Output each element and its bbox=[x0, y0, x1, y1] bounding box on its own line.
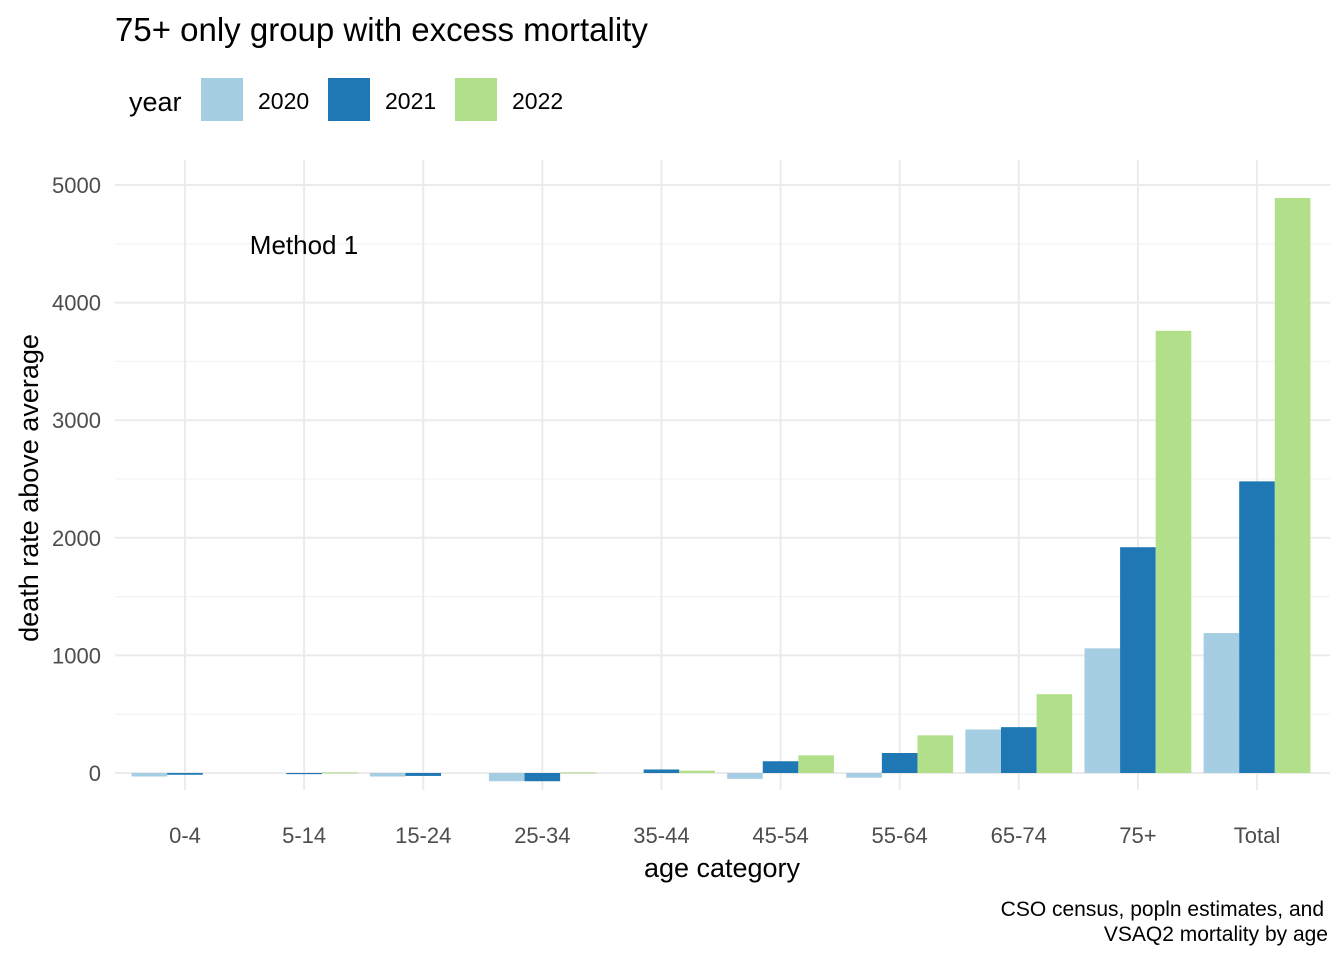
legend-label-2021: 2021 bbox=[385, 88, 436, 114]
bar-2020-15-24 bbox=[369, 773, 406, 777]
x-tick-label: 45-54 bbox=[752, 823, 808, 848]
legend-label-2022: 2022 bbox=[512, 88, 563, 114]
legend-key-2021 bbox=[328, 78, 370, 121]
bars bbox=[131, 197, 1311, 782]
x-tick-label: 75+ bbox=[1119, 823, 1156, 848]
x-tick-label: 35-44 bbox=[633, 823, 689, 848]
bar-2022-25-34 bbox=[560, 772, 596, 774]
bar-2020-25-34 bbox=[488, 773, 525, 782]
bar-2022-65-74 bbox=[1036, 694, 1073, 773]
caption-line-1: CSO census, popln estimates, and bbox=[1001, 898, 1324, 921]
bar-2020-45-54 bbox=[727, 773, 763, 779]
bar-2022-75+ bbox=[1155, 330, 1192, 773]
x-axis-ticks: 0-4 5-14 15-24 25-34 35-44 45-54 55-64 65-74 75+… bbox=[169, 823, 1280, 848]
y-tick-label: 1000 bbox=[52, 643, 101, 668]
bar-2022-Total bbox=[1274, 197, 1311, 773]
y-tick-label: 4000 bbox=[52, 291, 101, 316]
bar-2020-Total bbox=[1203, 633, 1240, 773]
x-tick-label: 65-74 bbox=[991, 823, 1047, 848]
bar-2021-55-64 bbox=[881, 753, 918, 773]
bar-2021-15-24 bbox=[405, 773, 442, 776]
x-axis-label: age category bbox=[644, 853, 801, 883]
bar-2022-5-14 bbox=[321, 772, 358, 774]
y-tick-label: 3000 bbox=[52, 408, 101, 433]
legend-key-2022 bbox=[455, 78, 497, 121]
bar-2021-45-54 bbox=[762, 761, 799, 773]
bar-2021-Total bbox=[1239, 481, 1275, 773]
chart-title: 75+ only group with excess mortality bbox=[115, 11, 648, 48]
bar-2021-35-44 bbox=[643, 769, 680, 773]
x-tick-label: 25-34 bbox=[514, 823, 570, 848]
bar-2022-55-64 bbox=[917, 735, 954, 773]
bar-2020-65-74 bbox=[965, 729, 1001, 773]
y-tick-label: 2000 bbox=[52, 526, 101, 551]
x-tick-label: 15-24 bbox=[395, 823, 451, 848]
legend-key-2020 bbox=[201, 78, 243, 121]
y-tick-label: 0 bbox=[89, 761, 101, 786]
x-tick-label: Total bbox=[1234, 823, 1280, 848]
bar-2021-25-34 bbox=[524, 773, 561, 782]
bar-2021-75+ bbox=[1120, 547, 1156, 773]
y-axis-ticks: 0 1000 2000 3000 4000 5000 bbox=[52, 173, 101, 786]
bar-2020-55-64 bbox=[846, 773, 882, 778]
method-annotation: Method 1 bbox=[250, 230, 358, 260]
bar-2020-75+ bbox=[1084, 648, 1121, 773]
bar-2022-35-44 bbox=[679, 770, 715, 773]
legend: year 2020 2021 2022 bbox=[129, 78, 563, 121]
bar-2021-65-74 bbox=[1000, 727, 1037, 773]
x-tick-label: 0-4 bbox=[169, 823, 201, 848]
x-tick-label: 5-14 bbox=[282, 823, 326, 848]
bar-2021-5-14 bbox=[286, 773, 322, 775]
bar-2022-45-54 bbox=[798, 755, 834, 773]
y-tick-label: 5000 bbox=[52, 173, 101, 198]
x-tick-label: 55-64 bbox=[872, 823, 928, 848]
y-axis-label: death rate above average bbox=[14, 334, 44, 642]
legend-label-2020: 2020 bbox=[258, 88, 309, 114]
caption-line-2: VSAQ2 mortality by age bbox=[1104, 923, 1328, 946]
bar-2020-0-4 bbox=[131, 773, 168, 777]
legend-title: year bbox=[129, 87, 182, 117]
bar-2021-0-4 bbox=[167, 773, 203, 775]
